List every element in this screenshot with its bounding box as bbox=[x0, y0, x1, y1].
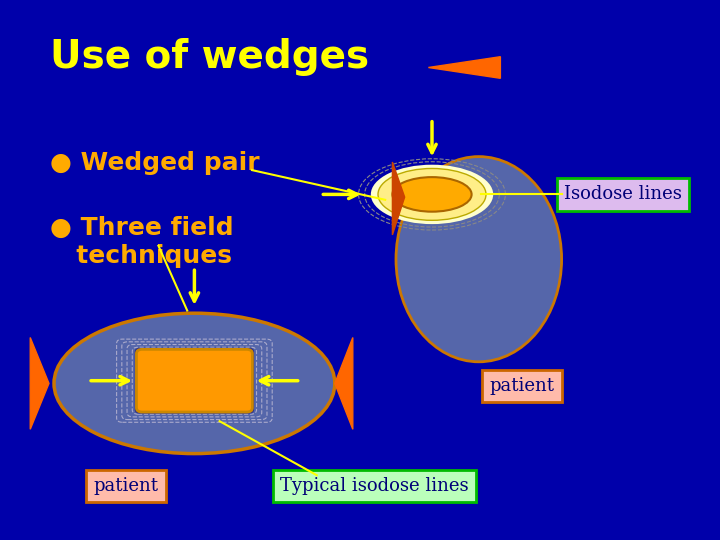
Polygon shape bbox=[335, 338, 353, 429]
Polygon shape bbox=[428, 57, 500, 78]
Ellipse shape bbox=[54, 313, 335, 454]
Text: Typical isodose lines: Typical isodose lines bbox=[280, 477, 469, 495]
Ellipse shape bbox=[371, 165, 493, 224]
Ellipse shape bbox=[378, 168, 486, 220]
Polygon shape bbox=[30, 338, 49, 429]
FancyBboxPatch shape bbox=[137, 349, 252, 412]
Text: Isodose lines: Isodose lines bbox=[564, 185, 682, 204]
Text: ● Three field
   techniques: ● Three field techniques bbox=[50, 216, 234, 268]
Text: ● Wedged pair: ● Wedged pair bbox=[50, 151, 260, 175]
Text: patient: patient bbox=[490, 377, 554, 395]
Text: patient: patient bbox=[94, 477, 158, 495]
Polygon shape bbox=[392, 162, 405, 235]
Text: Use of wedges: Use of wedges bbox=[50, 38, 369, 76]
Ellipse shape bbox=[392, 177, 472, 212]
Ellipse shape bbox=[396, 157, 562, 362]
